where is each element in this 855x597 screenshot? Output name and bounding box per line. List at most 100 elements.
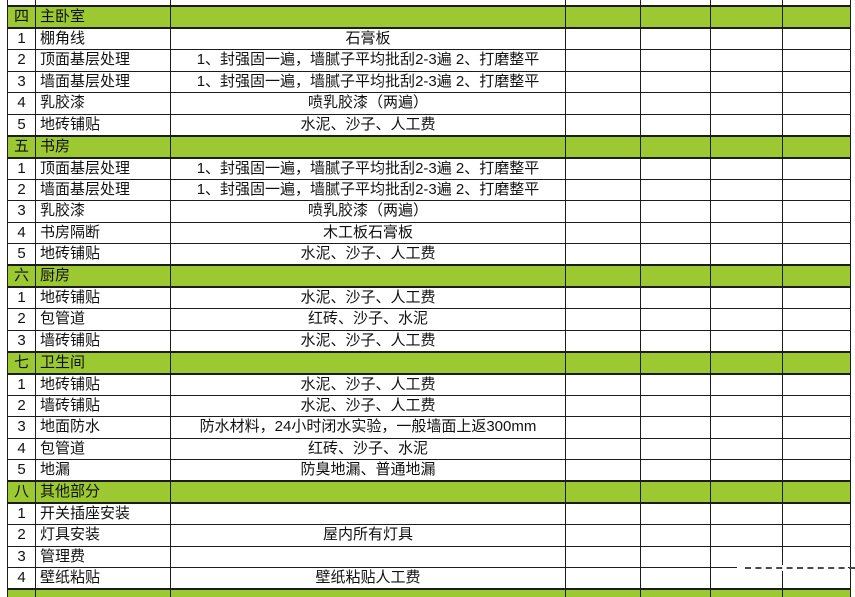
item-name-cell: 顶面基层处理 [35, 157, 171, 180]
row-number-cell: 4 [7, 567, 36, 590]
row-number-cell: 2 [7, 394, 36, 417]
description-cell: 喷乳胶漆（两遍） [170, 92, 566, 115]
empty-cell [782, 27, 851, 50]
section-number-cell: 四 [7, 5, 36, 29]
row-number-cell: 2 [7, 49, 36, 72]
empty-cell [565, 308, 641, 331]
description-cell: 水泥、沙子、人工费 [170, 243, 566, 266]
empty-cell [710, 221, 783, 244]
empty-cell [782, 134, 851, 159]
empty-cell [565, 524, 641, 547]
empty-cell [782, 502, 851, 525]
description-cell: 防臭地漏、普通地漏 [170, 459, 566, 482]
empty-cell [640, 502, 711, 525]
empty-cell [640, 92, 711, 115]
empty-cell [640, 264, 711, 288]
table-row: 5 地砖铺贴 水泥、沙子、人工费 [7, 243, 851, 266]
empty-cell [710, 264, 783, 288]
section-number-cell: 七 [7, 350, 36, 375]
empty-cell [565, 113, 641, 136]
item-name-cell: 包管道 [35, 308, 171, 331]
description-cell: 1、封强固一遍，墙腻子平均批刮2-3遍 2、打磨整平 [170, 49, 566, 72]
empty-cell [710, 329, 783, 352]
empty-cell [640, 394, 711, 417]
empty-cell [782, 308, 851, 331]
empty-cell [710, 49, 783, 72]
empty-cell [782, 70, 851, 93]
renovation-quote-table: 四主卧室 1 棚角线 石膏板 2 顶面基层处理 1、封强固一遍，墙腻子平均批刮2-3遍 2、… [7, 0, 851, 597]
empty-cell [640, 221, 711, 244]
empty-cell [710, 286, 783, 309]
item-name-cell: 乳胶漆 [35, 200, 171, 223]
empty-cell [782, 178, 851, 201]
item-name-cell: 开关插座安装 [35, 502, 171, 525]
empty-cell [782, 588, 851, 597]
empty-cell [170, 480, 566, 504]
empty-cell [170, 588, 566, 597]
row-number-cell: 2 [7, 178, 36, 201]
table-row: 5 地漏 防臭地漏、普通地漏 [7, 459, 851, 482]
empty-cell [782, 286, 851, 309]
table-row: 1 顶面基层处理 1、封强固一遍，墙腻子平均批刮2-3遍 2、打磨整平 [7, 157, 851, 180]
item-name-cell: 管理费 [35, 545, 171, 568]
table-row: 1 棚角线 石膏板 [7, 27, 851, 50]
empty-cell [640, 5, 711, 29]
section-name-cell: 主卧室 [35, 5, 171, 29]
empty-cell [710, 416, 783, 439]
row-number-cell: 5 [7, 459, 36, 482]
description-cell: 1、封强固一遍，墙腻子平均批刮2-3遍 2、打磨整平 [170, 178, 566, 201]
empty-cell [565, 588, 641, 597]
cost-table-sheet: 四主卧室 1 棚角线 石膏板 2 顶面基层处理 1、封强固一遍，墙腻子平均批刮2-3遍 2、… [7, 0, 851, 597]
empty-cell [782, 5, 851, 29]
empty-cell [710, 524, 783, 547]
page-break-dashed-line [745, 567, 855, 569]
row-number-cell: 1 [7, 286, 36, 309]
description-cell: 水泥、沙子、人工费 [170, 373, 566, 396]
empty-cell [640, 373, 711, 396]
empty-cell [640, 70, 711, 93]
row-number-cell: 3 [7, 70, 36, 93]
empty-cell [565, 92, 641, 115]
section-header-row: 八其他部分 [7, 480, 851, 504]
section-name-cell: 书房 [35, 134, 171, 159]
item-name-cell: 墙面基层处理 [35, 70, 171, 93]
item-name-cell: 棚角线 [35, 27, 171, 50]
empty-cell [170, 350, 566, 375]
empty-cell [782, 264, 851, 288]
empty-cell [565, 329, 641, 352]
empty-cell [565, 134, 641, 159]
table-row: 4 壁纸粘贴 壁纸粘贴人工费 [7, 567, 851, 590]
description-cell: 红砖、沙子、水泥 [170, 437, 566, 460]
row-number-cell: 3 [7, 200, 36, 223]
empty-cell [565, 5, 641, 29]
empty-cell [710, 5, 783, 29]
table-row: 3 管理费 [7, 545, 851, 568]
empty-cell [640, 350, 711, 375]
empty-cell [640, 524, 711, 547]
empty-cell [782, 350, 851, 375]
item-name-cell: 包管道 [35, 437, 171, 460]
row-number-cell: 2 [7, 524, 36, 547]
empty-cell [640, 286, 711, 309]
empty-cell [782, 200, 851, 223]
empty-cell [710, 459, 783, 482]
empty-cell [710, 178, 783, 201]
item-name-cell: 地砖铺贴 [35, 286, 171, 309]
row-number-cell: 4 [7, 437, 36, 460]
empty-cell [640, 416, 711, 439]
empty-cell [640, 545, 711, 568]
table-row: 2 顶面基层处理 1、封强固一遍，墙腻子平均批刮2-3遍 2、打磨整平 [7, 49, 851, 72]
empty-cell [640, 200, 711, 223]
table-row: 1 地砖铺贴 水泥、沙子、人工费 [7, 286, 851, 309]
empty-cell [565, 502, 641, 525]
row-number-cell: 5 [7, 113, 36, 136]
empty-cell [782, 373, 851, 396]
partial-bottom-row [7, 588, 851, 597]
empty-cell [35, 588, 171, 597]
empty-cell [565, 264, 641, 288]
empty-cell [640, 308, 711, 331]
empty-cell [710, 113, 783, 136]
empty-cell [640, 27, 711, 50]
empty-cell [710, 134, 783, 159]
empty-cell [782, 92, 851, 115]
